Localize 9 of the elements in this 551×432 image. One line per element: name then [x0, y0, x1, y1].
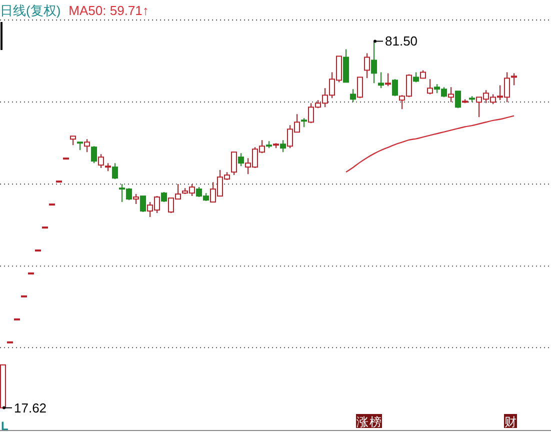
chart-title: 日线(复权) — [0, 3, 61, 18]
annotation: 榜 — [370, 415, 382, 429]
annotation: 17.62 — [14, 400, 47, 416]
annotation: 81.50 — [385, 34, 418, 49]
candlestick — [448, 86, 454, 103]
annotation: L — [1, 419, 8, 432]
chart-subtitle: MA50: 59.71↑ — [68, 3, 149, 18]
annotation: 财 — [504, 415, 516, 429]
annotation: 涨 — [356, 415, 368, 429]
